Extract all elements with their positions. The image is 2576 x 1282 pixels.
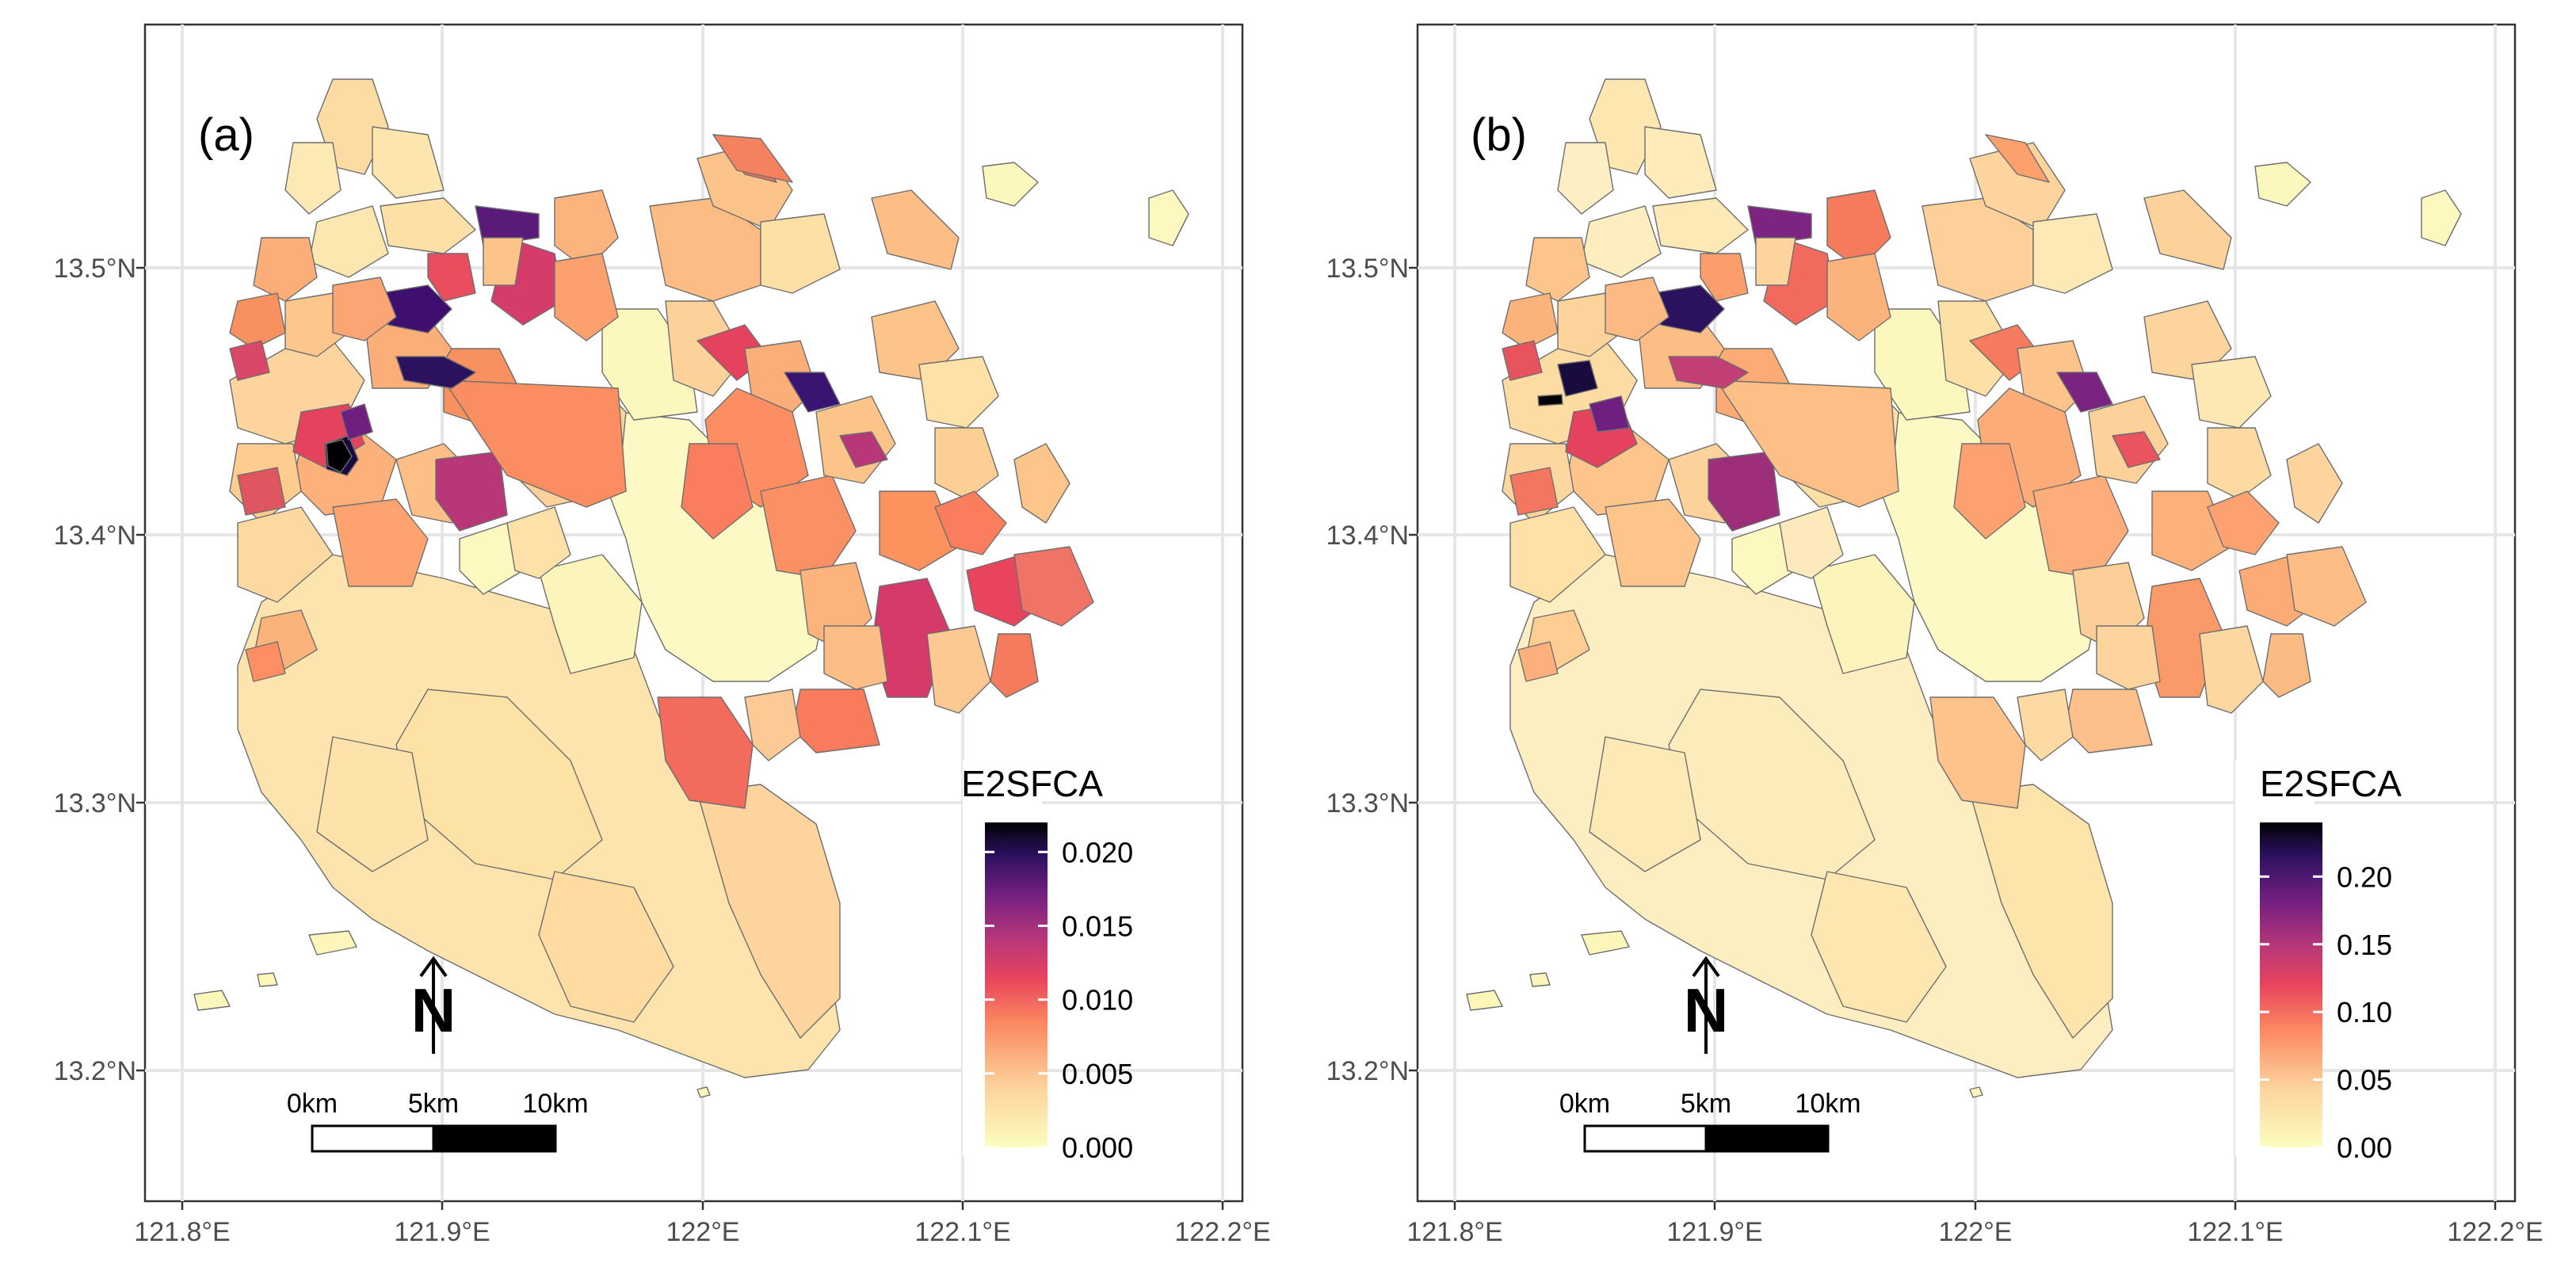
- legend-a: E2SFCA 0.020 0.015 0.010 0.005 0.000: [961, 761, 1133, 1164]
- y-tick-label: 13.3°N: [1326, 788, 1409, 818]
- island-map: [1466, 78, 2462, 1098]
- legend-label: 0.05: [2337, 1064, 2392, 1097]
- map-svg-b: 121.8°E 121.9°E 122°E 122.1°E 122.2°E 13…: [1326, 23, 2544, 1247]
- panel-tag: (b): [1471, 109, 1527, 161]
- legend-colorbar: [985, 822, 1048, 1147]
- map-panel-b: 121.8°E 121.9°E 122°E 122.1°E 122.2°E 13…: [1273, 0, 2560, 1282]
- x-axis-labels-a: 121.8°E 121.9°E 122°E 122.1°E 122.2°E: [134, 1217, 1270, 1247]
- x-tick-label: 122°E: [666, 1217, 739, 1247]
- map-panel-a: 121.8°E 121.9°E 122°E 122.1°E 122.2°E 13…: [54, 23, 1271, 1247]
- legend-label: 0.000: [1062, 1131, 1133, 1164]
- legend-ticks: 0.20 0.15 0.10 0.05 0.00: [2260, 860, 2392, 1164]
- y-tick-label: 13.5°N: [1326, 254, 1409, 284]
- x-tick-label: 121.9°E: [394, 1217, 490, 1247]
- x-tick-label: 122.2°E: [2447, 1217, 2543, 1247]
- legend-title: E2SFCA: [2260, 763, 2402, 804]
- legend-b: E2SFCA 0.20 0.15 0.10 0.05 0.00: [2235, 761, 2402, 1164]
- legend-label: 0.005: [1062, 1058, 1133, 1090]
- legend-colorbar: [2260, 822, 2322, 1147]
- scale-label: 0km: [1559, 1089, 1610, 1119]
- y-axis-labels-b: 13.5°N 13.4°N 13.3°N 13.2°N: [1326, 254, 1409, 1086]
- north-arrow: N: [411, 956, 456, 1054]
- scale-label: 10km: [1795, 1089, 1860, 1119]
- axis-ticks-a: [136, 266, 1224, 1210]
- scale-label: 5km: [408, 1089, 459, 1119]
- legend-label: 0.00: [2337, 1131, 2392, 1164]
- x-tick-label: 122°E: [1938, 1217, 2012, 1247]
- panel-tag: (a): [198, 109, 254, 161]
- legend-title: E2SFCA: [961, 763, 1103, 804]
- axis-ticks-b: [1409, 266, 2497, 1210]
- scale-label: 5km: [1681, 1089, 1731, 1119]
- x-tick-label: 122.2°E: [1174, 1217, 1270, 1247]
- island-map: [193, 78, 1189, 1098]
- map-svg-a: 121.8°E 121.9°E 122°E 122.1°E 122.2°E 13…: [54, 23, 1271, 1247]
- legend-label: 0.015: [1062, 910, 1133, 942]
- y-tick-label: 13.3°N: [54, 788, 136, 818]
- y-tick-label: 13.2°N: [1326, 1056, 1409, 1086]
- scale-bar: 0km 5km 10km: [287, 1089, 589, 1153]
- x-tick-label: 122.1°E: [2187, 1217, 2283, 1247]
- legend-label: 0.15: [2337, 929, 2392, 961]
- x-axis-labels-b: 121.8°E 121.9°E 122°E 122.1°E 122.2°E: [1406, 1217, 2543, 1247]
- x-tick-label: 121.8°E: [1406, 1217, 1502, 1247]
- legend-ticks: 0.020 0.015 0.010 0.005 0.000: [985, 836, 1133, 1164]
- y-tick-label: 13.4°N: [1326, 521, 1409, 551]
- scale-label: 10km: [522, 1089, 588, 1119]
- y-axis-labels-a: 13.5°N 13.4°N 13.3°N 13.2°N: [54, 254, 136, 1086]
- legend-label: 0.10: [2337, 996, 2392, 1028]
- scale-bar: 0km 5km 10km: [1559, 1089, 1861, 1153]
- x-tick-label: 122.1°E: [914, 1217, 1010, 1247]
- north-arrow: N: [1684, 956, 1728, 1054]
- north-arrow-letter: N: [1684, 975, 1728, 1045]
- legend-label: 0.20: [2337, 860, 2392, 893]
- x-tick-label: 121.8°E: [134, 1217, 230, 1247]
- y-tick-label: 13.4°N: [54, 521, 136, 551]
- y-tick-label: 13.5°N: [54, 254, 136, 284]
- scale-label: 0km: [287, 1089, 338, 1119]
- legend-label: 0.010: [1062, 984, 1133, 1017]
- x-tick-label: 121.9°E: [1666, 1217, 1762, 1247]
- north-arrow-letter: N: [411, 975, 456, 1045]
- y-tick-label: 13.2°N: [54, 1056, 136, 1086]
- legend-label: 0.020: [1062, 836, 1133, 868]
